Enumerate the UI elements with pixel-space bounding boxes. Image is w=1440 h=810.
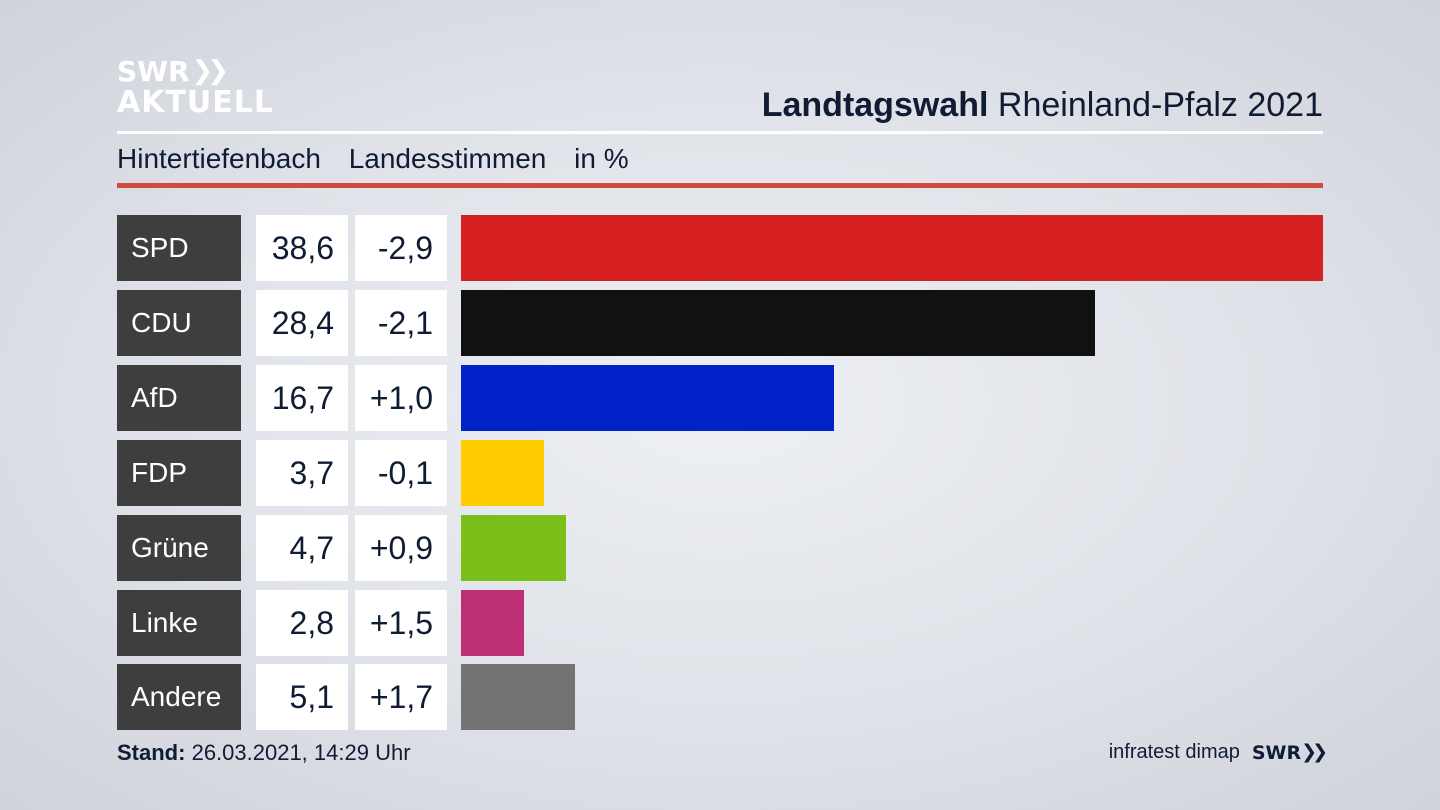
result-row: AfD 16,7 +1,0 xyxy=(117,365,1323,431)
party-label: SPD xyxy=(117,215,241,281)
vote-share-label: 4,7 xyxy=(256,515,348,581)
party-label: FDP xyxy=(117,440,241,506)
title-bold: Landtagswahl xyxy=(761,86,989,124)
vote-share-label: 16,7 xyxy=(256,365,348,431)
chevrons-right-icon: ❯❯ xyxy=(1301,742,1328,763)
change-label: +1,5 xyxy=(355,590,447,656)
change-label: +0,9 xyxy=(355,515,447,581)
vote-share-label: 3,7 xyxy=(256,440,348,506)
vote-share-label: 5,1 xyxy=(256,664,348,730)
change-label: +1,7 xyxy=(355,664,447,730)
change-label: -2,1 xyxy=(355,290,447,356)
logo-swr: SWR xyxy=(117,55,190,88)
page-title: Landtagswahl Rheinland-Pfalz 2021 xyxy=(762,86,1323,125)
source-label: infratest dimap xyxy=(1108,741,1240,763)
chevrons-right-icon: ❯❯ xyxy=(191,56,229,86)
party-label: Linke xyxy=(117,590,241,656)
change-label: +1,0 xyxy=(355,365,447,431)
party-label: CDU xyxy=(117,290,241,356)
subtitle: Hintertiefenbach Landesstimmen in % xyxy=(117,143,649,175)
title-rest: Rheinland-Pfalz 2021 xyxy=(997,86,1323,124)
result-row: Andere 5,1 +1,7 xyxy=(117,664,1323,730)
vote-share-label: 38,6 xyxy=(256,215,348,281)
stand-value: 26.03.2021, 14:29 Uhr xyxy=(191,740,411,765)
subtitle-measure: Landesstimmen xyxy=(348,143,547,174)
result-row: Linke 2,8 +1,5 xyxy=(117,590,1323,656)
subtitle-unit: in % xyxy=(574,143,629,174)
bar-linke xyxy=(461,590,524,656)
bar-spd xyxy=(461,215,1323,281)
result-row: CDU 28,4 -2,1 xyxy=(117,290,1323,356)
change-label: -2,9 xyxy=(355,215,447,281)
source-credit: infratest dimap SWR ❯❯ xyxy=(1108,741,1328,764)
bar-cdu xyxy=(461,290,1095,356)
result-row: Grüne 4,7 +0,9 xyxy=(117,515,1323,581)
timestamp: Stand: 26.03.2021, 14:29 Uhr xyxy=(117,740,411,766)
header-divider xyxy=(117,131,1323,134)
party-label: AfD xyxy=(117,365,241,431)
bar-andere xyxy=(461,664,575,730)
party-label: Grüne xyxy=(117,515,241,581)
change-label: -0,1 xyxy=(355,440,447,506)
bar-grüne xyxy=(461,515,566,581)
vote-share-label: 28,4 xyxy=(256,290,348,356)
result-row: FDP 3,7 -0,1 xyxy=(117,440,1323,506)
vote-share-label: 2,8 xyxy=(256,590,348,656)
bar-fdp xyxy=(461,440,544,506)
accent-divider xyxy=(117,183,1323,188)
subtitle-place: Hintertiefenbach xyxy=(117,143,321,174)
logo-aktuell: AKTUELL xyxy=(117,85,275,120)
party-label: Andere xyxy=(117,664,241,730)
bar-afd xyxy=(461,365,834,431)
swr-aktuell-logo: SWR ❯❯ AKTUELL xyxy=(117,56,274,118)
result-row: SPD 38,6 -2,9 xyxy=(117,215,1323,281)
stand-label: Stand: xyxy=(117,740,186,765)
swr-brand: SWR xyxy=(1251,741,1302,764)
